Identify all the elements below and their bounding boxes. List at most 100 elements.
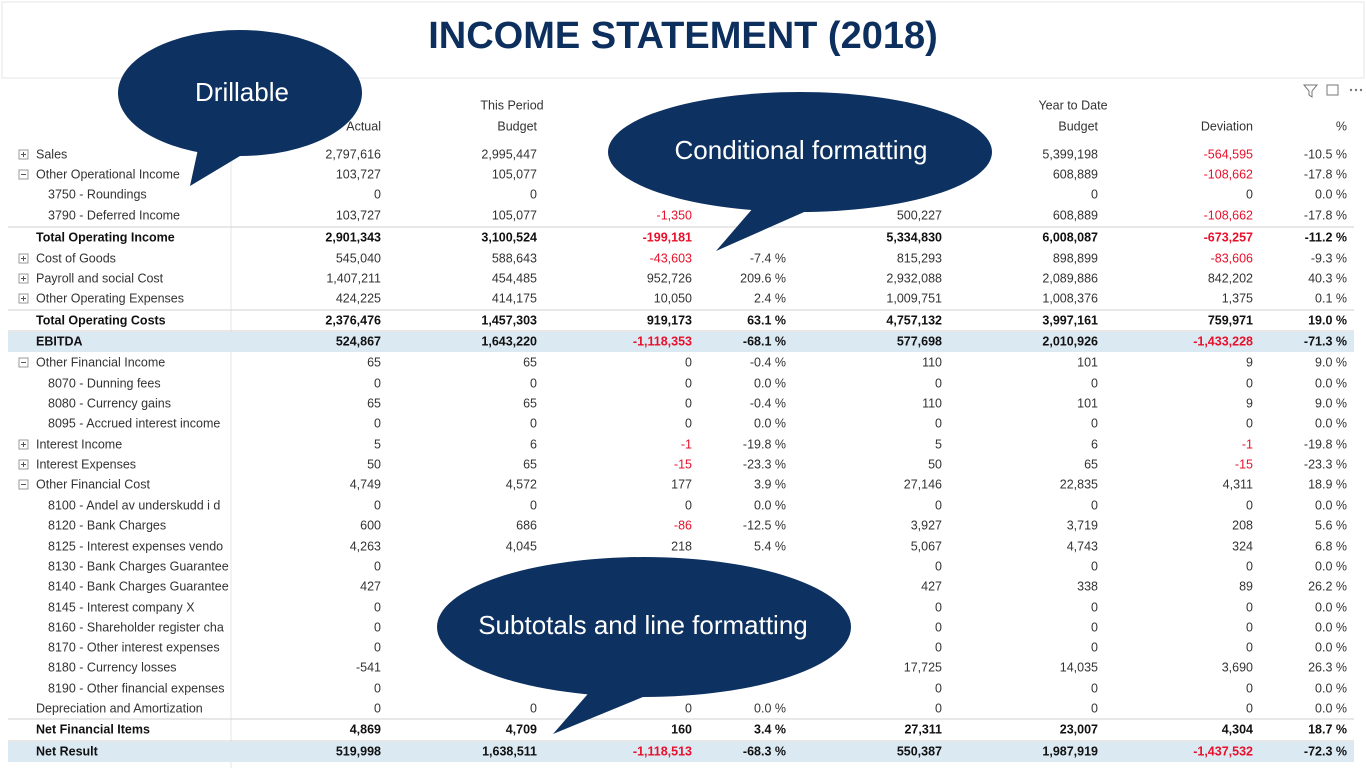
cell-value: 65 (523, 457, 537, 471)
cell-value: -11.2 % (1305, 230, 1347, 244)
cell-value: 0 (1091, 376, 1098, 390)
cell-value: -12.5 % (743, 518, 786, 532)
cell-value: 65 (1084, 457, 1098, 471)
row-label: 8130 - Bank Charges Guarantee (48, 559, 229, 573)
cell-value: 0 (935, 498, 942, 512)
cell-value: -19.8 % (743, 437, 786, 451)
expand-toggle[interactable] (18, 357, 29, 368)
cell-value: 5,334,830 (886, 230, 942, 244)
cell-value: -564,595 (1204, 147, 1253, 161)
cell-value: 0.0 % (754, 498, 786, 512)
cell-value: -1 (1242, 437, 1253, 451)
cell-value: 0 (685, 376, 692, 390)
expand-toggle[interactable] (18, 459, 29, 470)
cell-value: -15 (1235, 457, 1253, 471)
cell-value: 89 (1239, 579, 1253, 593)
table-row: Net Financial Items 4,869 4,709 160 3.4 % 27,… (36, 722, 1347, 736)
cell-value: 500,227 (897, 208, 942, 222)
cell-value: 0 (935, 620, 942, 634)
row-label: 8140 - Bank Charges Guarantee (48, 579, 229, 593)
filter-icon[interactable] (1302, 84, 1319, 98)
cell-value: 0 (1091, 416, 1098, 430)
cell-value: 9 (1246, 355, 1253, 369)
cell-value: 1,987,919 (1042, 744, 1098, 758)
cell-value: 608,889 (1053, 208, 1098, 222)
expand-toggle[interactable] (18, 273, 29, 284)
cell-value: 0 (1091, 559, 1098, 573)
row-label: Depreciation and Amortization (36, 701, 203, 715)
cell-value: 550,387 (897, 744, 942, 758)
table-row: Depreciation and Amortization 0 0 0 0.0 % 0 0 0… (36, 701, 1347, 715)
cell-value: 0 (1091, 640, 1098, 654)
focus-icon[interactable] (1326, 84, 1339, 96)
cell-value: 0 (1246, 559, 1253, 573)
row-highlight (8, 332, 1354, 352)
cell-value: 65 (523, 355, 537, 369)
expand-toggle[interactable] (18, 253, 29, 264)
table-row: 8120 - Bank Charges 600 686 -86 -12.5 % 3,927… (48, 518, 1347, 532)
cell-value: -17.8 % (1304, 167, 1347, 181)
expand-toggle[interactable] (18, 149, 29, 160)
matrix-table: This Period Year to Date Actual Budget Budge… (8, 98, 1354, 762)
cell-value: 0.0 % (754, 376, 786, 390)
cell-value: 4,743 (1067, 539, 1098, 553)
cell-value: 0 (1091, 681, 1098, 695)
row-label: Net Financial Items (36, 722, 150, 736)
cell-value: 0 (685, 396, 692, 410)
table-row: Interest Expenses 50 65 -15 -23.3 % 50 65 -15 -2… (18, 457, 1347, 471)
cell-value: 919,173 (647, 313, 692, 327)
cell-value: 0.0 % (754, 701, 786, 715)
cell-value: 1,643,220 (481, 334, 537, 348)
table-row: 8130 - Bank Charges Guarantee 0 0 0 0 0.0 % (48, 559, 1347, 573)
callout-text: Conditional formatting (675, 135, 928, 165)
row-label: Sales (36, 147, 67, 161)
table-row: EBITDA 524,867 1,643,220 -1,118,353 -68.1 % 5… (36, 334, 1347, 348)
cell-value: 0 (1246, 376, 1253, 390)
cell-value: 0 (374, 376, 381, 390)
cell-value: 103,727 (336, 208, 381, 222)
cell-value: 0 (685, 355, 692, 369)
row-label: Payroll and social Cost (36, 271, 164, 285)
cell-value: 4,263 (350, 539, 381, 553)
more-icon[interactable] (1349, 88, 1363, 92)
cell-value: 6 (1091, 437, 1098, 451)
cell-value: 3,719 (1067, 518, 1098, 532)
visual-header-icons[interactable] (1302, 84, 1363, 98)
cell-value: 2,376,476 (325, 313, 381, 327)
cell-value: 65 (367, 396, 381, 410)
table-row: Other Operational Income 103,727 105,077 60… (18, 167, 1347, 181)
callouts: Drillable Conditional formatting Subtota… (118, 30, 992, 734)
table-row: Total Operating Costs 2,376,476 1,457,303 9… (36, 313, 1347, 327)
expand-toggle[interactable] (18, 439, 29, 450)
cell-value: 26.3 % (1308, 660, 1347, 674)
cell-value: -541 (356, 660, 381, 674)
cell-value: 0.0 % (1315, 498, 1347, 512)
cell-value: 2,797,616 (325, 147, 381, 161)
expand-toggle[interactable] (18, 169, 29, 180)
cell-value: 0 (1246, 498, 1253, 512)
expand-toggle[interactable] (18, 293, 29, 304)
cell-value: -1,437,532 (1193, 744, 1253, 758)
table-row: Other Financial Cost 4,749 4,572 177 3.9 % 27… (18, 477, 1347, 491)
cell-value: 0 (374, 559, 381, 573)
table-row: Interest Income 5 6 -1 -19.8 % 5 6 -1 -19.8 % (18, 437, 1347, 451)
cell-value: 4,749 (350, 477, 381, 491)
cell-value: 1,008,376 (1042, 291, 1098, 305)
column-group-header: This Period (480, 98, 543, 112)
cell-value: -1,433,228 (1193, 334, 1253, 348)
expand-toggle[interactable] (18, 479, 29, 490)
cell-value: 4,572 (506, 477, 537, 491)
table-row: 8160 - Shareholder register cha 0 0 0 0 0.0 % (48, 620, 1347, 634)
cell-value: 0 (685, 416, 692, 430)
cell-value: 10,050 (654, 291, 692, 305)
cell-value: 218 (671, 539, 692, 553)
cell-value: 4,757,132 (886, 313, 942, 327)
callout-text: Subtotals and line formatting (478, 610, 808, 640)
cell-value: 18.7 % (1308, 722, 1347, 736)
cell-value: 759,971 (1208, 313, 1253, 327)
cell-value: 5,067 (911, 539, 942, 553)
cell-value: 0 (1091, 620, 1098, 634)
cell-value: 454,485 (492, 271, 537, 285)
table-row: Total Operating Income 2,901,343 3,100,524… (36, 230, 1347, 244)
